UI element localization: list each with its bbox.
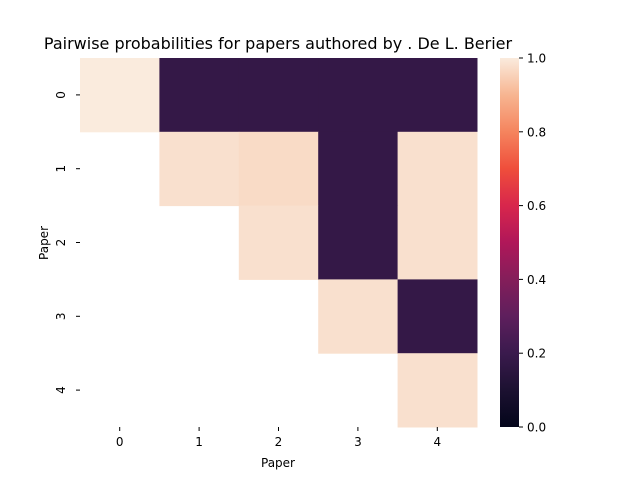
heatmap-cell-2-4 bbox=[397, 205, 478, 280]
y-axis-label: Paper bbox=[37, 226, 51, 260]
y-tick-label: 0 bbox=[54, 91, 68, 99]
heatmap-cell-1-4 bbox=[397, 131, 478, 207]
colorbar bbox=[500, 58, 519, 427]
colorbar-tick-label: 0.4 bbox=[527, 273, 546, 287]
heatmap-cell-1-1 bbox=[159, 131, 240, 207]
chart-title: Pairwise probabilities for papers author… bbox=[44, 34, 513, 53]
y-tick-label: 3 bbox=[54, 312, 68, 320]
heatmap-cell-3-3 bbox=[318, 279, 399, 354]
heatmap-cell-3-4 bbox=[397, 279, 478, 354]
heatmap-cells bbox=[80, 58, 478, 428]
x-axis-label: Paper bbox=[261, 456, 295, 470]
heatmap-cell-0-1 bbox=[159, 58, 240, 133]
heatmap-cell-1-3 bbox=[318, 131, 399, 207]
x-tick-label: 4 bbox=[433, 435, 441, 449]
colorbar-tick-label: 0.6 bbox=[527, 199, 546, 213]
y-axis: 0 1 2 3 4 bbox=[54, 91, 80, 394]
x-axis: 0 1 2 3 4 bbox=[116, 427, 441, 449]
colorbar-tick-label: 1.0 bbox=[527, 52, 546, 66]
heatmap-cell-0-4 bbox=[397, 58, 478, 133]
heatmap-cell-2-3 bbox=[318, 205, 399, 280]
y-tick-label: 2 bbox=[54, 239, 68, 247]
heatmap-cell-2-2 bbox=[238, 205, 319, 280]
heatmap-cell-4-4 bbox=[397, 353, 478, 428]
heatmap-cell-1-2 bbox=[238, 131, 319, 207]
x-tick-label: 2 bbox=[275, 435, 283, 449]
heatmap-cell-0-2 bbox=[238, 58, 319, 133]
colorbar-tick-label: 0.0 bbox=[527, 421, 546, 435]
x-tick-label: 0 bbox=[116, 435, 124, 449]
heatmap-cell-0-3 bbox=[318, 58, 399, 133]
y-tick-label: 1 bbox=[54, 165, 68, 173]
colorbar-axis: 0.0 0.2 0.4 0.6 0.8 1.0 bbox=[519, 52, 546, 435]
x-tick-label: 3 bbox=[354, 435, 362, 449]
y-tick-label: 4 bbox=[54, 386, 68, 394]
heatmap-cell-0-0 bbox=[80, 58, 160, 133]
colorbar-tick-label: 0.2 bbox=[527, 347, 546, 361]
colorbar-tick-label: 0.8 bbox=[527, 125, 546, 139]
x-tick-label: 1 bbox=[195, 435, 203, 449]
